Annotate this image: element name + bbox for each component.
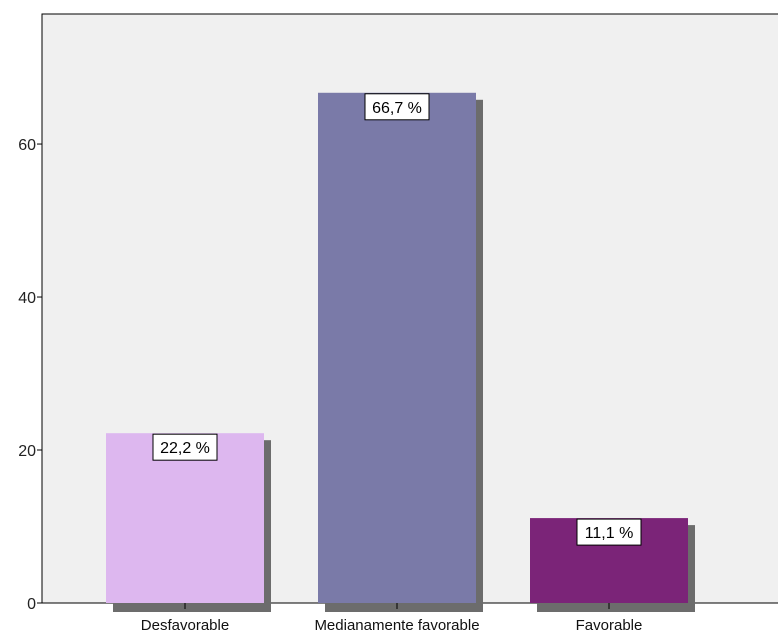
data-label: 11,1 % (577, 519, 641, 545)
x-category-label: Desfavorable (141, 617, 229, 634)
bar-medianamente-favorable (318, 93, 476, 603)
y-tick-label: 20 (18, 443, 36, 460)
data-label: 66,7 % (365, 94, 429, 120)
y-tick-label: 60 (18, 137, 36, 154)
y-axis: 0 20 40 60 (18, 137, 42, 613)
y-tick-label: 40 (18, 290, 36, 307)
y-tick-label: 0 (27, 596, 36, 613)
x-category-label: Favorable (576, 617, 643, 634)
data-label-text: 22,2 % (160, 440, 210, 457)
data-label-text: 66,7 % (372, 100, 422, 117)
data-label-text: 11,1 % (585, 525, 634, 542)
data-label: 22,2 % (153, 434, 217, 460)
x-category-label: Medianamente favorable (314, 617, 479, 634)
